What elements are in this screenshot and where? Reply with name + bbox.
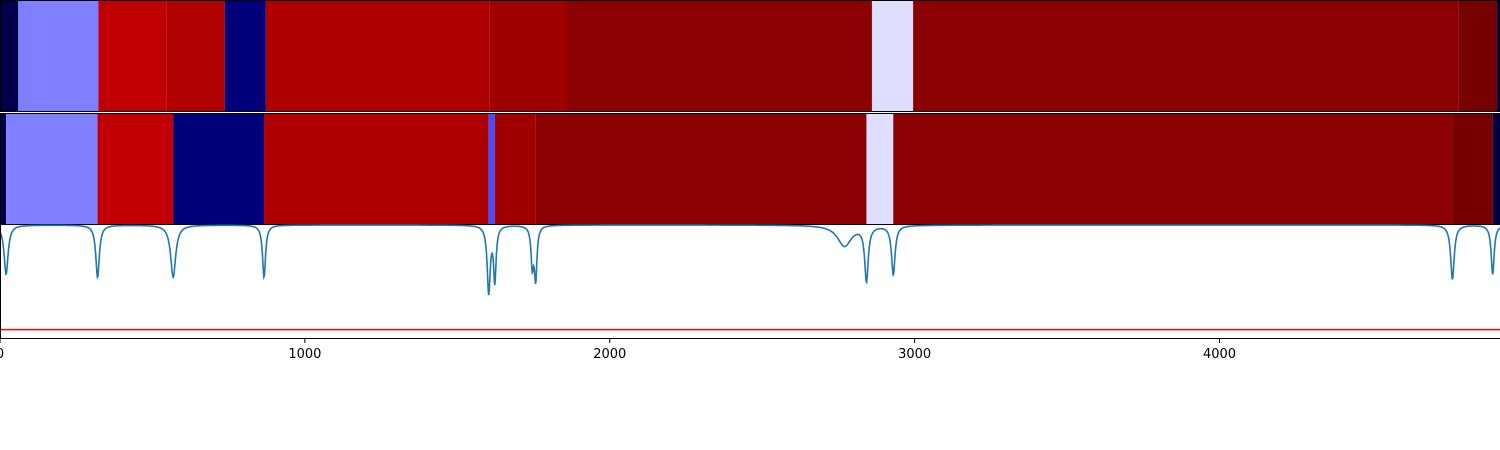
heatmap-cell — [893, 113, 1453, 225]
heatmap-cell — [264, 113, 489, 225]
heatmap-cell — [98, 0, 167, 112]
heatmap-cell — [97, 113, 174, 225]
x-tick-label: 4000 — [1203, 347, 1236, 362]
heatmap-band-bottom — [0, 113, 1500, 225]
heatmap-cell — [0, 113, 7, 225]
line-panel — [0, 224, 1500, 339]
heatmap-cell — [535, 113, 867, 225]
heatmap-cell — [566, 0, 872, 112]
heatmap-cell — [489, 0, 567, 112]
x-axis: 0 1000 2000 3000 4000 — [0, 339, 1236, 362]
heatmap-cell — [1458, 0, 1497, 112]
heatmap-cell — [1452, 113, 1493, 225]
heatmap-cell — [913, 0, 1459, 112]
x-tick-label: 1000 — [288, 347, 321, 362]
heatmap-cell — [488, 113, 495, 225]
heatmap-cell — [18, 0, 99, 112]
x-tick-label: 2000 — [593, 347, 626, 362]
heatmap-cell — [0, 0, 19, 112]
x-tick-label: 0 — [0, 347, 4, 362]
heatmap-cell — [173, 113, 265, 225]
heatmap-cell — [494, 113, 536, 225]
heatmap-cell — [6, 113, 98, 225]
signal-line — [0, 224, 1500, 296]
heatmap-band-top — [0, 0, 1500, 112]
heatmap-cell — [166, 0, 225, 112]
heatmap-cell — [224, 0, 266, 112]
heatmap-cell — [871, 0, 914, 112]
x-tick-label: 3000 — [898, 347, 931, 362]
heatmap-cell — [866, 113, 894, 225]
heatmap-cell — [1492, 113, 1500, 225]
heatmap-cell — [265, 0, 490, 112]
heatmap-cell — [1496, 0, 1500, 112]
